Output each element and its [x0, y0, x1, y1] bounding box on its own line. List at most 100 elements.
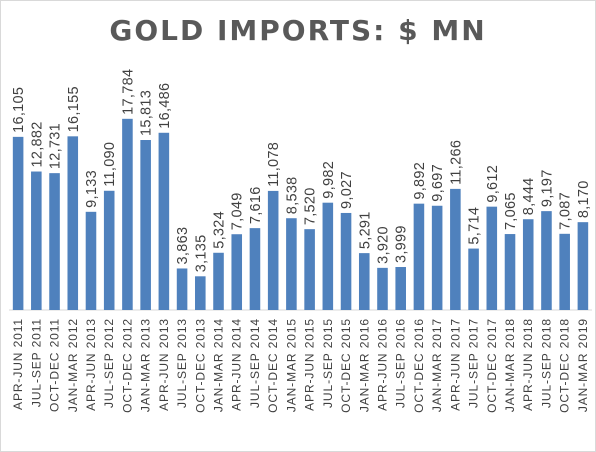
value-label-29: 9,197 [539, 169, 555, 207]
bar-9 [176, 268, 188, 310]
bar-16 [304, 229, 315, 310]
value-label-4: 9,133 [84, 170, 100, 208]
category-label-0: APR-JUN 2011 [11, 318, 25, 410]
category-label-22: OCT-DEC 2016 [412, 318, 426, 413]
category-label-20: APR-JUN 2016 [375, 318, 389, 411]
category-label-14: OCT-DEC 2014 [266, 318, 280, 413]
value-label-30: 7,087 [558, 192, 574, 230]
bar-0 [12, 136, 24, 310]
value-label-6: 17,784 [120, 69, 136, 115]
value-label-22: 9,892 [412, 162, 428, 200]
category-label-31: JAN-MAR 2019 [576, 318, 590, 412]
category-label-8: APR-JUN 2013 [157, 318, 171, 411]
value-label-11: 5,324 [212, 211, 228, 249]
category-label-28: APR-JUN 2018 [521, 318, 535, 411]
bar-12 [231, 234, 243, 310]
category-label-13: JUL-SEP 2014 [248, 318, 262, 408]
value-label-8: 16,486 [157, 83, 173, 129]
category-label-7: JAN-MAR 2013 [139, 318, 153, 412]
bar-18 [340, 212, 352, 310]
bar-6 [122, 118, 133, 310]
category-label-15: JAN-MAR 2015 [284, 318, 298, 412]
value-label-3: 16,155 [66, 86, 82, 132]
bar-3 [67, 136, 79, 310]
bar-23 [431, 205, 443, 310]
category-label-16: APR-JUN 2015 [303, 318, 317, 411]
category-label-2: OCT-DEC 2011 [48, 318, 62, 412]
value-label-16: 7,520 [303, 187, 319, 225]
value-label-27: 7,065 [503, 192, 519, 230]
category-label-18: OCT-DEC 2015 [339, 318, 353, 413]
bar-21 [395, 267, 406, 310]
category-label-11: JAN-MAR 2014 [212, 318, 226, 412]
bar-19 [358, 253, 370, 310]
category-label-30: OCT-DEC 2018 [558, 318, 572, 413]
category-label-6: OCT-DEC 2012 [120, 318, 134, 413]
value-label-18: 9,027 [339, 171, 355, 209]
category-label-9: JUL-SEP 2013 [175, 318, 189, 408]
category-label-23: JAN-MAR 2017 [430, 318, 444, 412]
value-label-12: 7,049 [230, 192, 246, 230]
bar-24 [450, 188, 461, 310]
value-label-13: 7,616 [248, 186, 264, 224]
bar-27 [504, 234, 516, 310]
bar-29 [541, 211, 552, 310]
bar-11 [213, 252, 224, 310]
value-label-28: 8,444 [521, 177, 537, 215]
value-label-5: 11,090 [102, 142, 118, 187]
value-label-9: 3,863 [175, 227, 191, 265]
category-label-27: JAN-MAR 2018 [503, 318, 517, 412]
value-label-15: 8,538 [284, 176, 300, 214]
bar-28 [522, 219, 534, 310]
bar-8 [158, 132, 170, 310]
value-label-7: 15,813 [139, 90, 155, 136]
category-label-24: APR-JUN 2017 [448, 318, 462, 411]
bar-1 [31, 171, 42, 310]
category-label-25: JUL-SEP 2017 [467, 318, 481, 408]
bar-5 [103, 190, 115, 310]
chart-title: GOLD IMPORTS: $ MN [109, 14, 487, 47]
value-label-21: 3,999 [394, 225, 410, 263]
value-label-31: 8,170 [576, 180, 592, 218]
value-label-23: 9,697 [430, 164, 446, 202]
value-label-19: 5,291 [357, 211, 373, 249]
bar-10 [195, 276, 206, 310]
category-label-19: JAN-MAR 2016 [357, 318, 371, 412]
bar-2 [49, 173, 60, 310]
value-label-25: 5,714 [467, 207, 483, 245]
category-label-26: OCT-DEC 2017 [485, 318, 499, 413]
value-label-2: 12,731 [48, 123, 64, 169]
category-labels-group: APR-JUN 2011 JUL-SEP 2011 OCT-DEC 2011 JAN-… [11, 318, 590, 413]
bar-31 [577, 222, 589, 310]
category-label-12: APR-JUN 2014 [230, 318, 244, 411]
value-label-17: 9,982 [321, 161, 337, 199]
category-label-10: OCT-DEC 2013 [193, 318, 207, 413]
value-label-1: 12,882 [29, 121, 45, 167]
value-label-24: 11,266 [448, 140, 464, 185]
category-label-17: JUL-SEP 2015 [321, 318, 335, 408]
bar-20 [377, 267, 388, 310]
bar-17 [322, 202, 334, 310]
bar-30 [559, 233, 570, 310]
value-label-14: 11,078 [266, 142, 282, 187]
category-label-3: JAN-MAR 2012 [66, 318, 80, 412]
bar-25 [468, 248, 479, 310]
bar-15 [286, 218, 297, 310]
category-label-21: JUL-SEP 2016 [394, 318, 408, 408]
bar-4 [85, 211, 97, 310]
bar-13 [249, 228, 261, 310]
bar-22 [413, 203, 425, 310]
bar-26 [486, 206, 498, 310]
category-label-1: JUL-SEP 2011 [29, 318, 43, 407]
category-label-29: JUL-SEP 2018 [539, 318, 553, 408]
value-label-0: 16,105 [11, 87, 27, 133]
category-label-5: JUL-SEP 2012 [102, 318, 116, 408]
bar-7 [140, 140, 151, 310]
value-label-10: 3,135 [193, 235, 209, 273]
value-label-20: 3,920 [375, 226, 391, 264]
bars-group [12, 118, 589, 310]
category-label-4: APR-JUN 2013 [84, 318, 98, 411]
bar-14 [267, 190, 279, 310]
